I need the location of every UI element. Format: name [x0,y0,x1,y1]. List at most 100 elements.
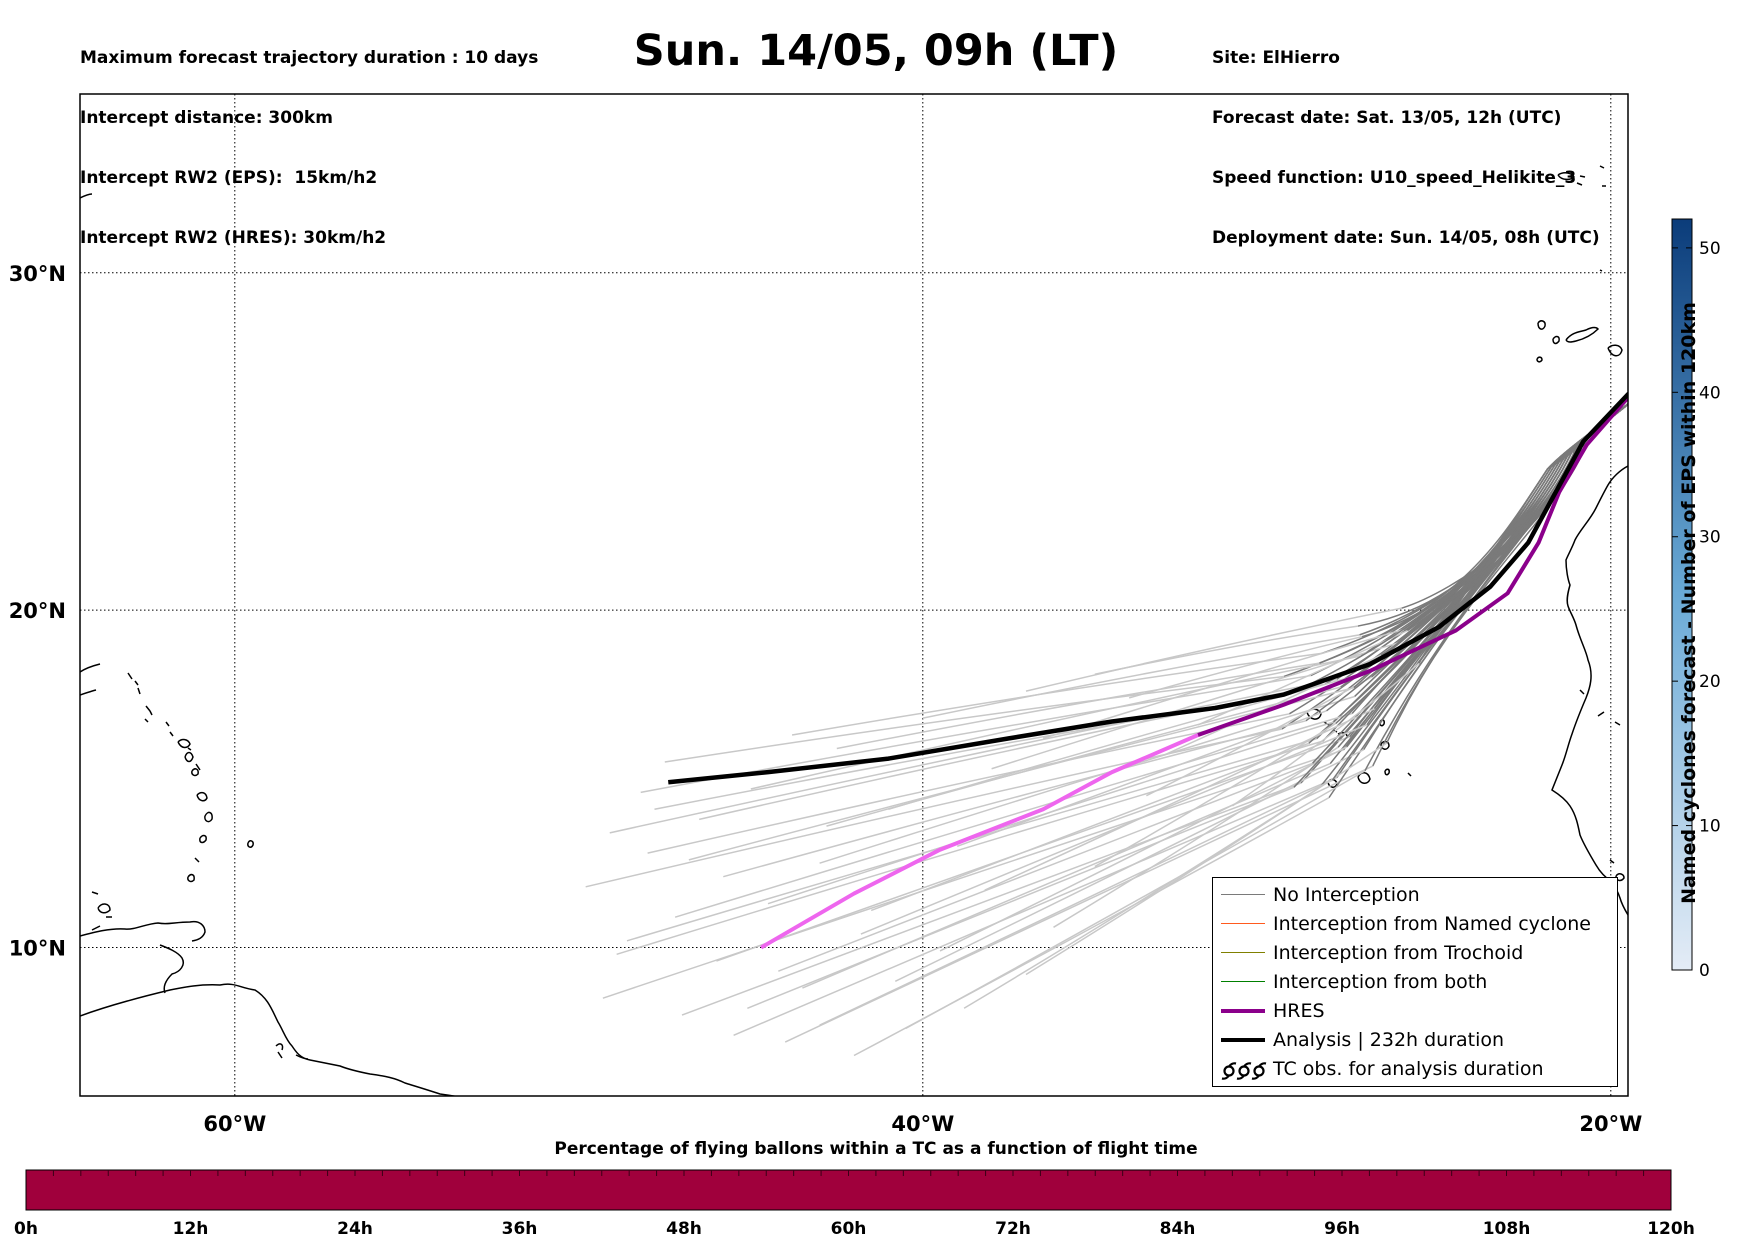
ensemble-trajectory [1359,403,1628,636]
ensemble-trajectory-late [747,786,1295,1009]
ensemble-trajectory [1289,402,1628,695]
ensemble-trajectory-late [681,782,1302,1016]
coastline-lesser-antilles-east [275,1043,309,1060]
coastline-madeira [1557,165,1606,272]
legend-swatch [1221,981,1265,983]
colorbar-tick-label: 0 [1699,961,1710,981]
longitude-tick-label: 20°W [1579,1112,1642,1136]
ensemble-trajectory [1311,402,1628,764]
ensemble-trajectory [1324,403,1628,685]
latitude-tick-label: 20°N [9,599,66,623]
ensemble-trajectory-late [733,776,1338,1036]
ensemble-trajectory-late [1094,625,1358,676]
flight-time-tick-label: 12h [173,1219,209,1239]
colorbar-gradient [1671,218,1693,971]
coastline-south-america [80,983,459,1096]
header-info-line: Deployment date: Sun. 14/05, 08h (UTC) [1212,228,1600,248]
page-title: Sun. 14/05, 09h (LT) [633,26,1119,76]
colorbar-tick-label: 40 [1699,383,1721,403]
coastlines [80,165,1628,1096]
ensemble-trajectory [1328,403,1628,799]
ensemble-trajectory-late [750,655,1362,790]
ensemble-trajectory-late [870,742,1310,912]
named-cyclone-colorbar: 0 10 20 30 40 50 [1671,218,1721,981]
ensemble-trajectory-late [585,728,1283,888]
hres-track-late [760,733,1199,950]
legend-swatch [1221,1038,1265,1042]
legend-label: Analysis | 232h duration [1273,1029,1505,1051]
legend-label: Interception from both [1273,971,1488,993]
longitude-tick-label: 40°W [891,1112,954,1136]
hres-track [1197,395,1628,737]
ensemble-trajectory-late [984,707,1375,891]
flight-time-tick-label: 0h [14,1219,38,1239]
flight-time-tick-label: 84h [1160,1219,1196,1239]
ensemble-trajectory-late [647,713,1290,854]
coastline-africa [1551,465,1628,916]
ensemble-trajectory-late [602,749,1344,999]
flight-time-tick-label: 96h [1324,1219,1360,1239]
legend-label: No Interception [1273,884,1420,906]
coastline-trinidad [159,944,184,994]
ensemble-trajectory-late [791,652,1322,736]
ensemble-trajectory-late [616,740,1324,956]
colorbar-tick-label: 50 [1699,239,1721,259]
map-axis-labels: 60°W 40°W 20°W 30°N 20°N 10°N [9,262,1643,1136]
colorbar-ticks: 0 10 20 30 40 50 [1672,239,1721,981]
coastline-caribbean-north [80,193,101,696]
flight-time-tick-label: 120h [1647,1219,1695,1239]
flight-time-tick-label: 108h [1483,1219,1531,1239]
flight-time-bar [25,1169,1672,1211]
legend-swatch [1221,923,1265,925]
ensemble-trajectory [1361,403,1628,638]
colorbar-tick-label: 20 [1699,672,1721,692]
ensemble-trajectory [1310,403,1628,677]
ensemble-trajectory [1380,403,1628,656]
legend-item-hres: HRES [1213,997,1617,1026]
ensemble-trajectory-late [674,712,1353,918]
flight-time-tick-label: 72h [995,1219,1031,1239]
legend-label: HRES [1273,1000,1325,1022]
header-info-line: Site: ElHierro [1212,48,1340,68]
ensemble-trajectory [1364,403,1628,772]
legend-item-both: Interception from both [1213,968,1617,997]
main-tracks [668,391,1628,950]
latitude-tick-label: 30°N [9,262,66,286]
coastline-canary-islands [1536,320,1623,363]
colorbar-title: Named cyclones forecast - Number of EPS … [1674,233,1704,973]
ensemble-trajectory-late [956,710,1327,848]
header-info-left: Maximum forecast trajectory duration : 1… [80,8,538,268]
ensemble-trajectory-late [819,779,1333,1026]
map-gridlines [80,94,1628,1096]
ensemble-trajectory-late [1128,635,1363,699]
coastline-africa-extra [1579,689,1625,882]
flight-time-bar-segments [52,1170,1645,1176]
ensemble-trajectory [1293,402,1628,788]
map-frame [79,93,1629,1097]
legend-swatch [1221,894,1265,896]
latitude-tick-label: 10°N [9,937,66,961]
legend-label: TC obs. for analysis duration [1273,1058,1544,1080]
flight-time-tick-label: 36h [502,1219,538,1239]
ensemble-trajectory-late [1025,607,1402,692]
coastline-caribbean-coast [80,920,206,942]
legend-label: Interception from Trochoid [1273,942,1524,964]
flight-time-colorbar: 0h 12h 24h 36h 48h 60h 72h 84h 96h 108h 120h [14,1169,1695,1239]
colorbar-tick-label: 30 [1699,528,1721,548]
ensemble-trajectory-late [723,720,1307,878]
ensemble-trajectory-late [1025,742,1388,976]
legend-label: Interception from Named cyclone [1273,913,1591,935]
longitude-tick-label: 60°W [203,1112,266,1136]
ensemble-trajectory-late [922,634,1360,719]
header-info-right: Site: ElHierro Forecast date: Sat. 13/05… [1212,8,1600,268]
legend-item-analysis: Analysis | 232h duration [1213,1026,1617,1055]
ensemble-trajectory-late [819,695,1355,864]
header-info-line: Speed function: U10_speed_Helikite_3 [1212,168,1577,188]
legend-item-named-cyclone: Interception from Named cyclone [1213,910,1617,939]
ensemble-trajectory-late [860,724,1368,935]
legend-swatch [1221,952,1265,954]
ensemble-trajectory-late [1053,746,1339,928]
header-info-line: Maximum forecast trajectory duration : 1… [80,48,539,68]
ensemble-trajectory-late [609,678,1337,834]
